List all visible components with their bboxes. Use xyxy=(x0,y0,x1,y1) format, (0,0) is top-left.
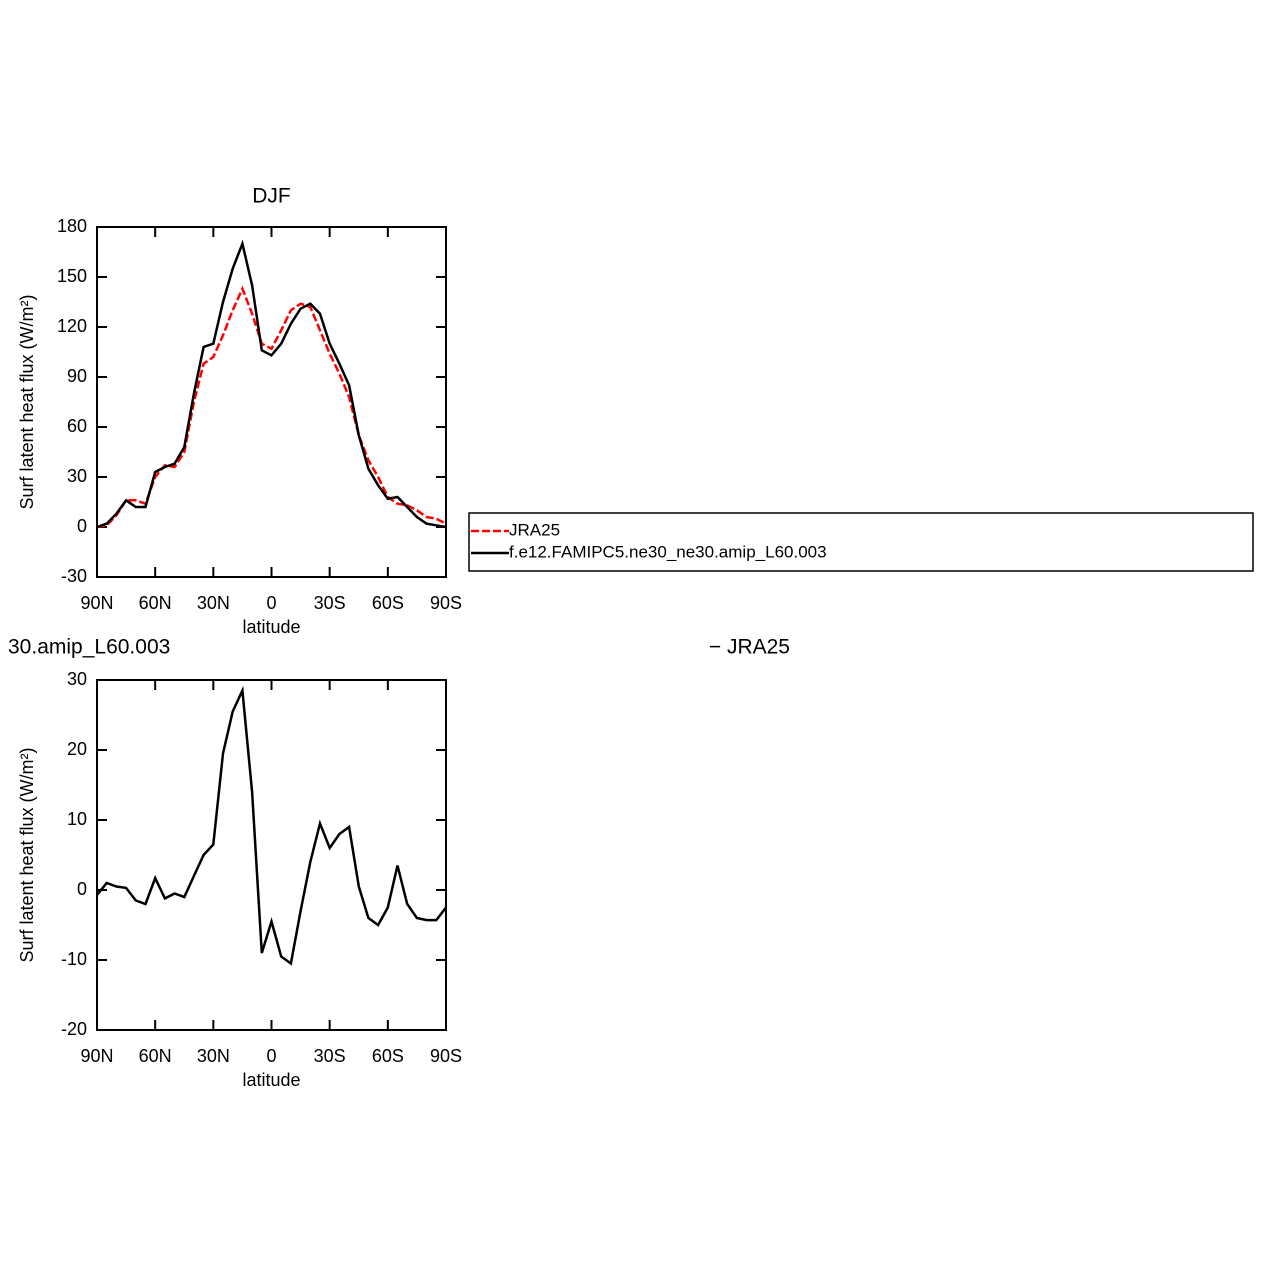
y-tick-label: -10 xyxy=(61,949,87,969)
legend-label: f.e12.FAMIPC5.ne30_ne30.amip_L60.003 xyxy=(509,542,827,561)
x-tick-label: 60N xyxy=(139,593,172,613)
series-line xyxy=(96,239,447,529)
legend-box xyxy=(468,512,1254,572)
x-tick-label: 60S xyxy=(372,1046,404,1066)
x-tick-label: 90N xyxy=(80,593,113,613)
x-tick-label: 90N xyxy=(80,1046,113,1066)
y-tick-label: -20 xyxy=(61,1019,87,1039)
x-tick-label: 30N xyxy=(197,593,230,613)
chart-title: DJF xyxy=(252,185,291,208)
y-axis-label: Surf latent heat flux (W/m²) xyxy=(17,747,37,962)
y-axis-label: Surf latent heat flux (W/m²) xyxy=(17,294,37,509)
series-line xyxy=(96,685,447,966)
x-tick-label: 30N xyxy=(197,1046,230,1066)
y-tick-label: -30 xyxy=(61,566,87,586)
y-tick-label: 0 xyxy=(77,879,87,899)
plot-frame xyxy=(96,679,447,1031)
x-tick-label: 60N xyxy=(139,1046,172,1066)
x-axis-label: latitude xyxy=(242,1070,300,1090)
x-tick-label: 30S xyxy=(314,593,346,613)
x-tick-label: 0 xyxy=(266,593,276,613)
legend-label: JRA25 xyxy=(509,520,560,539)
y-tick-label: 10 xyxy=(67,809,87,829)
plot-frame xyxy=(96,226,447,578)
y-tick-label: 180 xyxy=(57,216,87,236)
y-tick-label: 120 xyxy=(57,316,87,336)
y-tick-label: 90 xyxy=(67,366,87,386)
y-tick-label: 150 xyxy=(57,266,87,286)
y-tick-label: 60 xyxy=(67,416,87,436)
x-tick-label: 0 xyxy=(266,1046,276,1066)
x-axis-label: latitude xyxy=(242,617,300,637)
chart-title: 30.amip_L60.003 xyxy=(8,636,170,659)
x-tick-label: 60S xyxy=(372,593,404,613)
y-tick-label: 20 xyxy=(67,739,87,759)
x-tick-label: 90S xyxy=(430,593,462,613)
chart-subtitle: − JRA25 xyxy=(709,636,790,659)
x-tick-label: 30S xyxy=(314,1046,346,1066)
y-tick-label: 30 xyxy=(67,466,87,486)
y-tick-label: 30 xyxy=(67,669,87,689)
x-tick-label: 90S xyxy=(430,1046,462,1066)
y-tick-label: 0 xyxy=(77,516,87,536)
